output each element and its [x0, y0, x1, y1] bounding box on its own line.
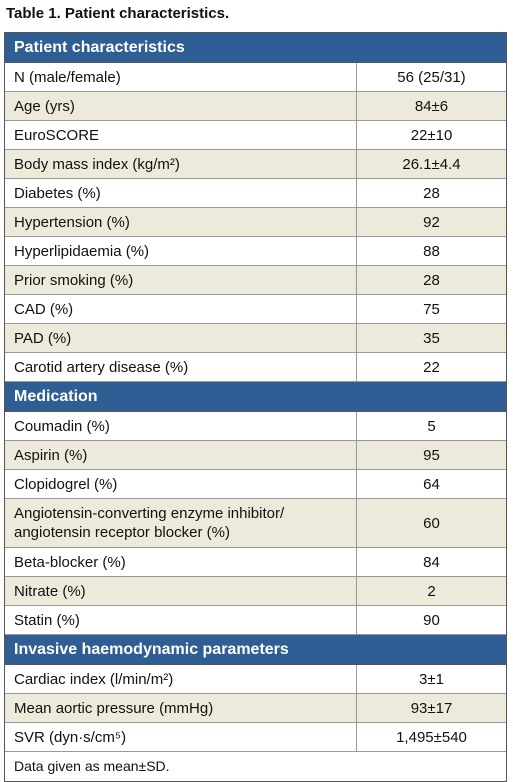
table-row: Hypertension (%) 92 [5, 208, 506, 237]
row-label: Diabetes (%) [5, 179, 357, 207]
row-value: 95 [423, 446, 440, 464]
row-value: 93±17 [410, 699, 453, 717]
table-row: Body mass index (kg/m²) 26.1±4.4 [5, 150, 506, 179]
row-label: PAD (%) [5, 324, 357, 352]
section-heading: Invasive haemodynamic parameters [5, 635, 506, 665]
table-row: Beta-blocker (%) 84 [5, 548, 506, 577]
table-row: Coumadin (%) 5 [5, 412, 506, 441]
row-label: Prior smoking (%) [5, 266, 357, 294]
row-value: 22±10 [410, 126, 453, 144]
row-value: 84 [423, 553, 440, 571]
row-value: 1,495±540 [396, 728, 467, 746]
row-label: CAD (%) [5, 295, 357, 323]
row-label: Cardiac index (l/min/m²) [5, 665, 357, 693]
row-label: Nitrate (%) [5, 577, 357, 605]
row-label: Carotid artery disease (%) [5, 353, 357, 381]
table-row: Age (yrs) 84±6 [5, 92, 506, 121]
table-row: Hyperlipidaemia (%) 88 [5, 237, 506, 266]
row-label: Coumadin (%) [5, 412, 357, 440]
table-row: Clopidogrel (%) 64 [5, 470, 506, 499]
table-row: Prior smoking (%) 28 [5, 266, 506, 295]
table: Patient characteristics N (male/female) 56… [4, 32, 507, 782]
row-value: 2 [427, 582, 436, 600]
row-value: 28 [423, 184, 440, 202]
table-row: CAD (%) 75 [5, 295, 506, 324]
table-row: Mean aortic pressure (mmHg) 93±17 [5, 694, 506, 723]
row-value: 26.1±4.4 [402, 155, 461, 173]
row-value: 64 [423, 475, 440, 493]
row-value: 84±6 [414, 97, 449, 115]
row-label: EuroSCORE [5, 121, 357, 149]
row-value: 5 [427, 417, 436, 435]
section-heading: Medication [5, 382, 506, 412]
table-row: Diabetes (%) 28 [5, 179, 506, 208]
row-value: 88 [423, 242, 440, 260]
table-row: PAD (%) 35 [5, 324, 506, 353]
table-row: Nitrate (%) 2 [5, 577, 506, 606]
table-row: Angiotensin-converting enzyme inhibitor/… [5, 499, 506, 548]
row-value: 3±1 [419, 670, 444, 688]
table-row: Statin (%) 90 [5, 606, 506, 635]
row-label: Clopidogrel (%) [5, 470, 357, 498]
table-row: Cardiac index (l/min/m²) 3±1 [5, 665, 506, 694]
footnote: Data given as mean±SD. [14, 758, 170, 774]
row-label: Body mass index (kg/m²) [5, 150, 357, 178]
table-row: SVR (dyn·s/cm⁵) 1,495±540 [5, 723, 506, 752]
table-row: Aspirin (%) 95 [5, 441, 506, 470]
row-value: 56 (25/31) [397, 68, 466, 86]
table-title: Table 1. Patient characteristics. [6, 5, 230, 22]
row-label: Beta-blocker (%) [5, 548, 357, 576]
row-label: Statin (%) [5, 606, 357, 634]
row-label: Hypertension (%) [5, 208, 357, 236]
table-body: Patient characteristics N (male/female) 56… [5, 33, 506, 752]
row-value: 22 [423, 358, 440, 376]
table-row: Carotid artery disease (%) 22 [5, 353, 506, 382]
row-value: 28 [423, 271, 440, 289]
row-label: N (male/female) [5, 63, 357, 91]
section-heading: Patient characteristics [5, 33, 506, 63]
row-value: 60 [423, 514, 440, 532]
row-value: 35 [423, 329, 440, 347]
row-label: Mean aortic pressure (mmHg) [5, 694, 357, 722]
table-row: EuroSCORE 22±10 [5, 121, 506, 150]
row-value: 90 [423, 611, 440, 629]
row-label: Aspirin (%) [5, 441, 357, 469]
row-value: 92 [423, 213, 440, 231]
row-label: Angiotensin-converting enzyme inhibitor/… [5, 499, 357, 547]
row-value: 75 [423, 300, 440, 318]
row-label: Age (yrs) [5, 92, 357, 120]
row-label: Hyperlipidaemia (%) [5, 237, 357, 265]
row-label: SVR (dyn·s/cm⁵) [5, 723, 357, 751]
table-row: N (male/female) 56 (25/31) [5, 63, 506, 92]
